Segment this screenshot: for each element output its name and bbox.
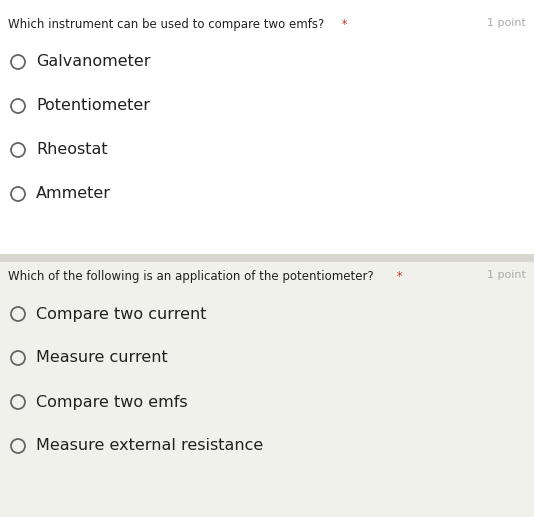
Text: Potentiometer: Potentiometer bbox=[36, 99, 150, 114]
Text: 1 point: 1 point bbox=[487, 270, 526, 280]
Text: Measure current: Measure current bbox=[36, 351, 168, 366]
Bar bbox=[0, 258, 534, 517]
Text: Which instrument can be used to compare two emfs?: Which instrument can be used to compare … bbox=[8, 18, 324, 31]
Text: Compare two emfs: Compare two emfs bbox=[36, 394, 187, 409]
Text: Compare two current: Compare two current bbox=[36, 307, 207, 322]
Text: Measure external resistance: Measure external resistance bbox=[36, 438, 263, 453]
Text: Rheostat: Rheostat bbox=[36, 143, 108, 158]
Text: Which of the following is an application of the potentiometer?: Which of the following is an application… bbox=[8, 270, 374, 283]
Text: Galvanometer: Galvanometer bbox=[36, 54, 151, 69]
Text: 1 point: 1 point bbox=[487, 18, 526, 28]
Text: *: * bbox=[338, 18, 348, 31]
Bar bbox=[0, 254, 534, 262]
Text: *: * bbox=[393, 270, 403, 283]
Text: Ammeter: Ammeter bbox=[36, 187, 111, 202]
